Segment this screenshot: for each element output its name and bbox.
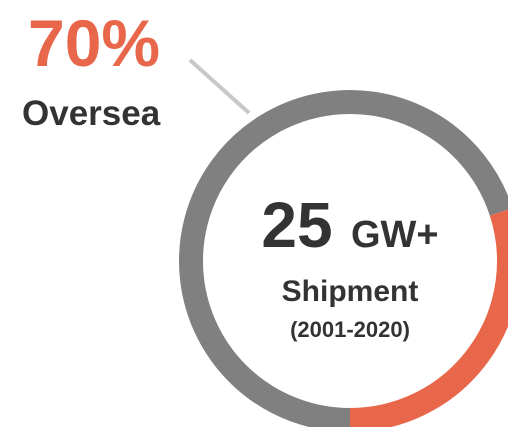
- center-subtitle: (2001-2020): [290, 317, 410, 342]
- center-title: Shipment: [282, 275, 419, 308]
- connector-line: [188, 58, 251, 115]
- center-value-group: 25 GW+: [261, 189, 438, 261]
- center-value: 25: [261, 189, 332, 261]
- category-label: Oversea: [22, 94, 161, 133]
- donut-segment: [179, 90, 508, 427]
- value-label: 70%: [28, 6, 160, 80]
- donut-ring: [179, 90, 508, 427]
- center-unit: GW+: [351, 214, 439, 256]
- donut-segment: [349, 209, 508, 427]
